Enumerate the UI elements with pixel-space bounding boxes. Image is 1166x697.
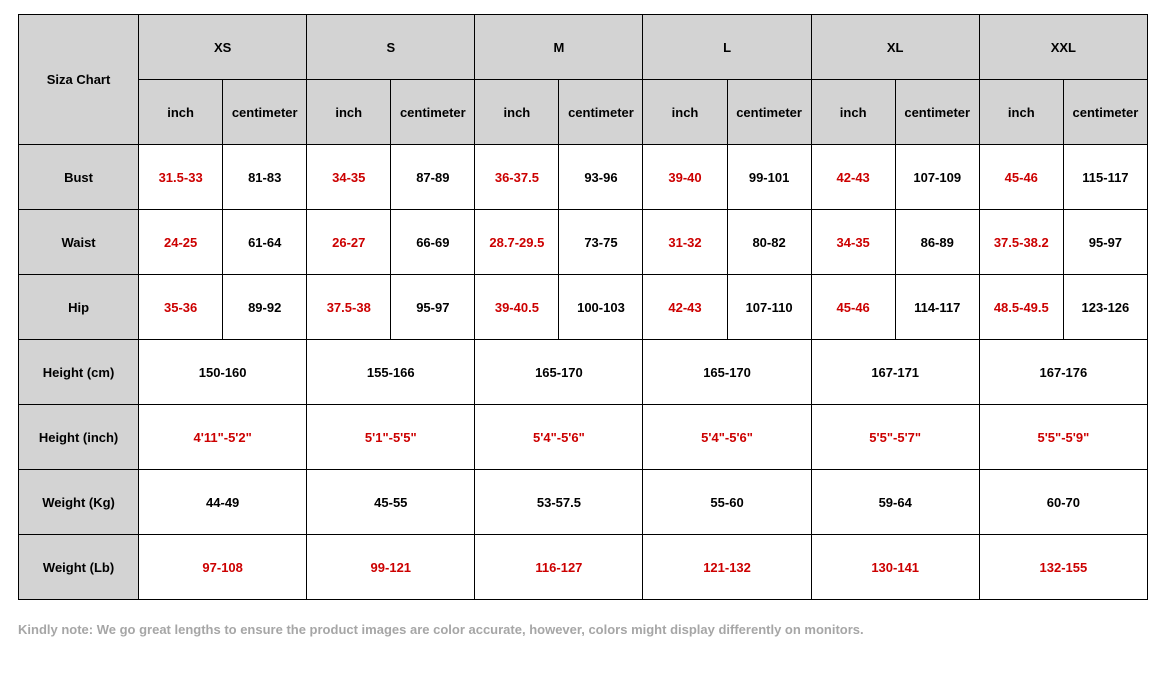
cell-inch: 42-43 <box>811 145 895 210</box>
cell-inch: 36-37.5 <box>475 145 559 210</box>
cell-cm: 107-109 <box>895 145 979 210</box>
size-header: L <box>643 15 811 80</box>
cell-cm: 107-110 <box>727 275 811 340</box>
cell-merged: 150-160 <box>139 340 307 405</box>
row-label: Weight (Lb) <box>19 535 139 600</box>
size-header: XL <box>811 15 979 80</box>
cell-inch: 31.5-33 <box>139 145 223 210</box>
row-label: Hip <box>19 275 139 340</box>
cell-merged: 4'11"-5'2" <box>139 405 307 470</box>
cell-cm: 99-101 <box>727 145 811 210</box>
cell-inch: 48.5-49.5 <box>979 275 1063 340</box>
size-header: XXL <box>979 15 1147 80</box>
cell-merged: 5'4"-5'6" <box>643 405 811 470</box>
row-label: Bust <box>19 145 139 210</box>
row-label: Waist <box>19 210 139 275</box>
cell-cm: 89-92 <box>223 275 307 340</box>
cell-merged: 59-64 <box>811 470 979 535</box>
cell-cm: 115-117 <box>1063 145 1147 210</box>
cell-cm: 80-82 <box>727 210 811 275</box>
cell-cm: 73-75 <box>559 210 643 275</box>
unit-header-inch: inch <box>643 80 727 145</box>
cell-cm: 87-89 <box>391 145 475 210</box>
cell-cm: 66-69 <box>391 210 475 275</box>
cell-inch: 26-27 <box>307 210 391 275</box>
cell-merged: 155-166 <box>307 340 475 405</box>
footnote-text: Kindly note: We go great lengths to ensu… <box>18 622 1148 637</box>
unit-header-inch: inch <box>307 80 391 145</box>
cell-inch: 37.5-38 <box>307 275 391 340</box>
cell-cm: 86-89 <box>895 210 979 275</box>
row-label: Height (cm) <box>19 340 139 405</box>
cell-merged: 121-132 <box>643 535 811 600</box>
unit-header-cm: centimeter <box>559 80 643 145</box>
cell-merged: 44-49 <box>139 470 307 535</box>
cell-inch: 34-35 <box>811 210 895 275</box>
cell-merged: 5'5"-5'7" <box>811 405 979 470</box>
cell-inch: 45-46 <box>811 275 895 340</box>
cell-inch: 39-40 <box>643 145 727 210</box>
table-row: Bust 31.5-33 81-83 34-35 87-89 36-37.5 9… <box>19 145 1148 210</box>
table-row: Weight (Lb) 97-108 99-121 116-127 121-13… <box>19 535 1148 600</box>
size-header: XS <box>139 15 307 80</box>
unit-header-inch: inch <box>979 80 1063 145</box>
unit-header-cm: centimeter <box>727 80 811 145</box>
header-row-sizes: Siza Chart XS S M L XL XXL <box>19 15 1148 80</box>
unit-header-inch: inch <box>475 80 559 145</box>
table-row: Weight (Kg) 44-49 45-55 53-57.5 55-60 59… <box>19 470 1148 535</box>
cell-inch: 42-43 <box>643 275 727 340</box>
cell-cm: 61-64 <box>223 210 307 275</box>
cell-cm: 114-117 <box>895 275 979 340</box>
table-row: Waist 24-25 61-64 26-27 66-69 28.7-29.5 … <box>19 210 1148 275</box>
cell-merged: 165-170 <box>643 340 811 405</box>
cell-merged: 5'4"-5'6" <box>475 405 643 470</box>
cell-merged: 5'5"-5'9" <box>979 405 1147 470</box>
cell-inch: 37.5-38.2 <box>979 210 1063 275</box>
cell-merged: 53-57.5 <box>475 470 643 535</box>
unit-header-inch: inch <box>139 80 223 145</box>
cell-merged: 116-127 <box>475 535 643 600</box>
cell-merged: 55-60 <box>643 470 811 535</box>
size-header: M <box>475 15 643 80</box>
row-label: Weight (Kg) <box>19 470 139 535</box>
cell-inch: 39-40.5 <box>475 275 559 340</box>
unit-header-cm: centimeter <box>895 80 979 145</box>
cell-merged: 130-141 <box>811 535 979 600</box>
cell-merged: 45-55 <box>307 470 475 535</box>
cell-merged: 167-171 <box>811 340 979 405</box>
cell-cm: 81-83 <box>223 145 307 210</box>
cell-merged: 167-176 <box>979 340 1147 405</box>
table-row: Height (cm) 150-160 155-166 165-170 165-… <box>19 340 1148 405</box>
cell-merged: 60-70 <box>979 470 1147 535</box>
cell-merged: 132-155 <box>979 535 1147 600</box>
table-row: Hip 35-36 89-92 37.5-38 95-97 39-40.5 10… <box>19 275 1148 340</box>
row-label: Height (inch) <box>19 405 139 470</box>
size-chart-table: Siza Chart XS S M L XL XXL inch centimet… <box>18 14 1148 600</box>
cell-merged: 99-121 <box>307 535 475 600</box>
table-row: Height (inch) 4'11"-5'2" 5'1"-5'5" 5'4"-… <box>19 405 1148 470</box>
cell-inch: 35-36 <box>139 275 223 340</box>
cell-inch: 45-46 <box>979 145 1063 210</box>
unit-header-cm: centimeter <box>223 80 307 145</box>
cell-cm: 95-97 <box>391 275 475 340</box>
cell-merged: 97-108 <box>139 535 307 600</box>
cell-cm: 95-97 <box>1063 210 1147 275</box>
cell-cm: 123-126 <box>1063 275 1147 340</box>
header-row-units: inch centimeter inch centimeter inch cen… <box>19 80 1148 145</box>
unit-header-cm: centimeter <box>1063 80 1147 145</box>
corner-title: Siza Chart <box>19 15 139 145</box>
cell-merged: 5'1"-5'5" <box>307 405 475 470</box>
cell-cm: 93-96 <box>559 145 643 210</box>
unit-header-cm: centimeter <box>391 80 475 145</box>
size-header: S <box>307 15 475 80</box>
cell-inch: 24-25 <box>139 210 223 275</box>
unit-header-inch: inch <box>811 80 895 145</box>
cell-inch: 34-35 <box>307 145 391 210</box>
cell-inch: 28.7-29.5 <box>475 210 559 275</box>
cell-inch: 31-32 <box>643 210 727 275</box>
cell-cm: 100-103 <box>559 275 643 340</box>
cell-merged: 165-170 <box>475 340 643 405</box>
